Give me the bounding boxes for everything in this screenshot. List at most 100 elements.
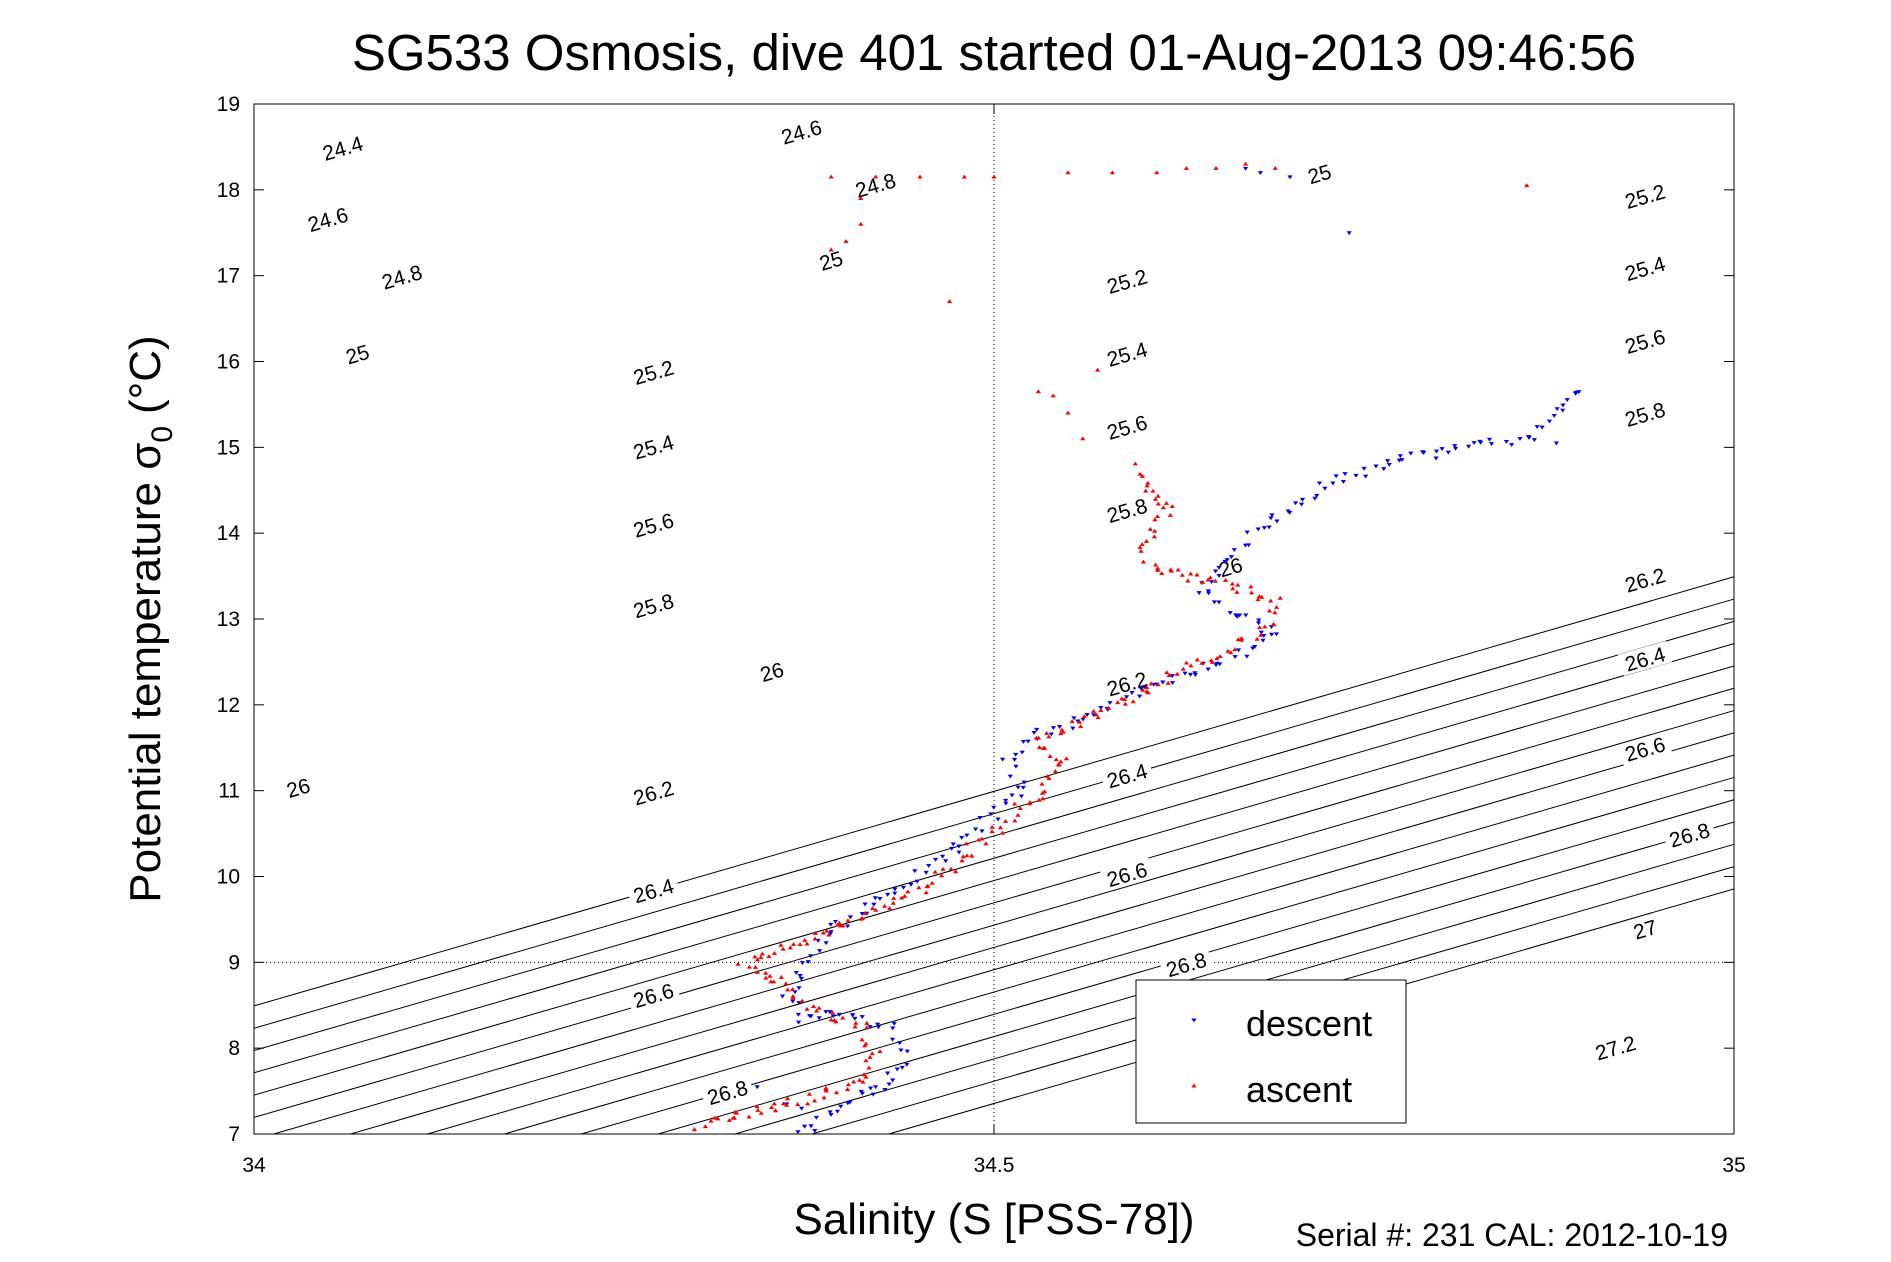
descent-point: [1015, 785, 1021, 790]
descent-point: [838, 1104, 844, 1109]
descent-point: [1488, 442, 1495, 447]
descent-point: [830, 1014, 836, 1019]
ascent-point: [858, 196, 864, 200]
descent-point: [795, 1012, 801, 1017]
ascent-point: [902, 893, 908, 898]
y-tick-labels: 7 8 9 10 11 12 13 14 15 16 17 18 19: [217, 93, 241, 1146]
plot-frame: [253, 103, 1735, 1135]
contour-label-text: 25.8: [1623, 398, 1669, 431]
descent-point: [1255, 527, 1261, 532]
ascent-point: [1106, 706, 1112, 710]
ascent-point: [1058, 731, 1064, 736]
ascent-point: [1185, 578, 1191, 583]
contour-label-text: 26.6: [1623, 733, 1669, 766]
contour-label-text: 26.8: [1667, 819, 1713, 852]
ascent-point: [1180, 666, 1186, 671]
x-tick-label: 34.5: [974, 1154, 1015, 1177]
y-tick-label: 19: [217, 93, 240, 116]
descent-point: [790, 999, 796, 1004]
ascent-point: [1132, 461, 1138, 466]
descent-point: [877, 896, 883, 901]
descent-point: [899, 1065, 905, 1070]
descent-point: [1342, 472, 1348, 477]
ascent-point: [752, 954, 758, 959]
ascent-point: [877, 1049, 883, 1054]
ascent-point: [1155, 682, 1161, 687]
descent-point: [847, 915, 854, 920]
ascent-point: [859, 916, 865, 921]
descent-point: [832, 919, 839, 924]
descent-point: [1222, 559, 1228, 564]
contour-label-35: 27.2: [1588, 1029, 1643, 1065]
descent-point: [932, 857, 939, 862]
descent-point: [1269, 632, 1275, 637]
ascent-point: [1273, 605, 1280, 609]
contour-label-bg: [1617, 323, 1672, 359]
contour-label-bg: [755, 656, 789, 686]
descent-point: [871, 902, 877, 907]
ascent-point: [726, 1117, 733, 1122]
descent-point: [754, 1085, 760, 1090]
contour-label-16: 25.4: [626, 428, 681, 465]
ascent-point: [708, 1118, 714, 1123]
descent-point: [1205, 667, 1211, 672]
descent-point: [1192, 673, 1198, 677]
descent-point: [858, 1089, 864, 1094]
descent-point: [972, 827, 979, 832]
ascent-point: [1095, 367, 1101, 372]
ascent-point: [1230, 586, 1236, 591]
ascent-point: [1154, 170, 1160, 175]
descent-point: [923, 870, 929, 875]
contour-label-text: 26.4: [1105, 760, 1151, 794]
contour-label-bg: [374, 258, 429, 294]
descent-point: [926, 863, 932, 868]
ascent-point: [780, 946, 786, 951]
ascent-point: [882, 903, 888, 908]
ascent-point: [1148, 681, 1154, 686]
contour-label-9: 25.4: [1617, 250, 1672, 286]
legend-marker-descent-glyph: [1191, 1018, 1197, 1023]
ascent-point: [828, 1017, 834, 1022]
ascent-point: [861, 1072, 867, 1077]
ascent-point: [752, 964, 759, 969]
ascent-point: [784, 1102, 790, 1107]
ascent-point: [1214, 656, 1220, 661]
descent-point: [1287, 175, 1293, 180]
ascent-point: [840, 1015, 846, 1020]
ascent-point: [1017, 806, 1023, 810]
ascent-point: [802, 937, 808, 942]
descent-point: [859, 911, 865, 916]
descent-point: [995, 817, 1001, 822]
descent-point: [1235, 648, 1242, 653]
ascent-point: [824, 928, 830, 933]
descent-point: [1232, 655, 1238, 659]
ascent-point: [1243, 161, 1249, 166]
ascent-point: [746, 1114, 752, 1119]
ascent-point: [1255, 597, 1261, 602]
isopycnal-25: [253, 643, 1735, 1074]
ascent-point: [1228, 650, 1234, 655]
ascent-point: [1044, 774, 1051, 779]
contour-label-text: 27.2: [1593, 1032, 1639, 1065]
descent-point: [1169, 681, 1176, 685]
ascent-point: [787, 945, 793, 950]
isopycnal-25-8: [350, 732, 1735, 1135]
ascent-point: [864, 1025, 870, 1030]
descent-point: [805, 960, 811, 965]
ascent-point: [1144, 483, 1150, 488]
descent-point: [873, 1085, 879, 1090]
descent-point: [867, 1025, 873, 1029]
ascent-point: [1063, 756, 1070, 761]
contour-label-26: 26.4: [1099, 757, 1154, 794]
ascent-point: [890, 900, 896, 905]
ascent-point: [979, 836, 985, 841]
ascent-point: [1050, 393, 1056, 398]
ascent-point: [1056, 762, 1062, 767]
ascent-point: [1268, 598, 1274, 603]
ascent-point: [768, 979, 774, 984]
descent-point: [1258, 630, 1264, 635]
contour-label-bg: [848, 167, 903, 203]
descent-point: [1003, 798, 1009, 803]
descent-point: [1261, 634, 1267, 638]
